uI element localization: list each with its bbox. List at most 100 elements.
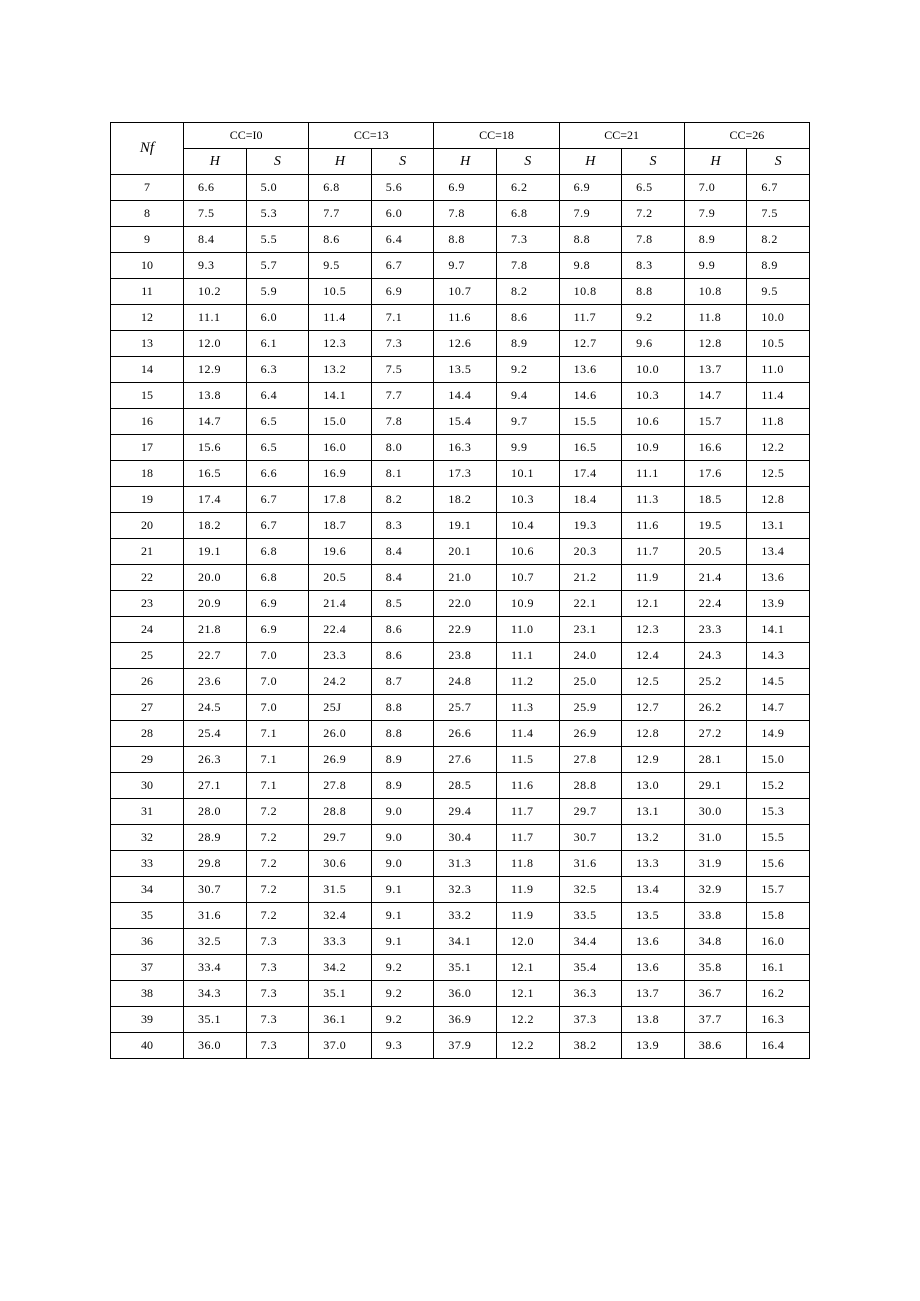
value-cell: 13.5	[622, 903, 685, 929]
value-cell: 25.7	[434, 695, 497, 721]
value-cell: 17.8	[309, 487, 372, 513]
nf-cell: 35	[111, 903, 184, 929]
value-cell: 24.0	[559, 643, 622, 669]
table-row: 3531.67.232.49.133.211.933.513.533.815.8	[111, 903, 810, 929]
value-cell: 6.8	[246, 565, 309, 591]
value-cell: 23.1	[559, 617, 622, 643]
value-cell: 13.7	[622, 981, 685, 1007]
value-cell: 19.5	[684, 513, 747, 539]
value-cell: 13.4	[747, 539, 810, 565]
value-cell: 8.6	[309, 227, 372, 253]
value-cell: 7.1	[371, 305, 434, 331]
value-cell: 24.3	[684, 643, 747, 669]
value-cell: 12.8	[747, 487, 810, 513]
value-cell: 8.3	[371, 513, 434, 539]
table-row: 2623.67.024.28.724.811.225.012.525.214.5	[111, 669, 810, 695]
value-cell: 15.8	[747, 903, 810, 929]
value-cell: 8.7	[371, 669, 434, 695]
nf-cell: 24	[111, 617, 184, 643]
value-cell: 11.0	[496, 617, 559, 643]
value-cell: 35.1	[434, 955, 497, 981]
value-cell: 6.8	[246, 539, 309, 565]
value-cell: 27.1	[184, 773, 247, 799]
value-cell: 22.4	[309, 617, 372, 643]
value-cell: 16.5	[184, 461, 247, 487]
value-cell: 6.0	[371, 201, 434, 227]
value-cell: 18.4	[559, 487, 622, 513]
nf-cell: 36	[111, 929, 184, 955]
value-cell: 25.4	[184, 721, 247, 747]
value-cell: 12.1	[622, 591, 685, 617]
value-cell: 21.2	[559, 565, 622, 591]
nf-cell: 30	[111, 773, 184, 799]
nf-cell: 16	[111, 409, 184, 435]
table-row: 1614.76.515.07.815.49.715.510.615.711.8	[111, 409, 810, 435]
nf-cell: 27	[111, 695, 184, 721]
value-cell: 37.0	[309, 1033, 372, 1059]
value-cell: 15.5	[747, 825, 810, 851]
value-cell: 7.8	[622, 227, 685, 253]
value-cell: 16.0	[747, 929, 810, 955]
value-cell: 34.1	[434, 929, 497, 955]
value-cell: 24.2	[309, 669, 372, 695]
cc-header: CC=18	[434, 123, 559, 149]
value-cell: 19.1	[184, 539, 247, 565]
value-cell: 18.2	[184, 513, 247, 539]
value-cell: 8.9	[747, 253, 810, 279]
nf-cell: 25	[111, 643, 184, 669]
value-cell: 5.9	[246, 279, 309, 305]
value-cell: 29.4	[434, 799, 497, 825]
value-cell: 10.4	[496, 513, 559, 539]
value-cell: 14.7	[747, 695, 810, 721]
value-cell: 20.1	[434, 539, 497, 565]
value-cell: 13.6	[622, 955, 685, 981]
value-cell: 32.3	[434, 877, 497, 903]
value-cell: 11.7	[496, 799, 559, 825]
value-cell: 12.6	[434, 331, 497, 357]
nf-cell: 33	[111, 851, 184, 877]
value-cell: 34.4	[559, 929, 622, 955]
value-cell: 11.1	[184, 305, 247, 331]
h-header: H	[684, 149, 747, 175]
value-cell: 6.0	[246, 305, 309, 331]
value-cell: 33.5	[559, 903, 622, 929]
value-cell: 10.0	[622, 357, 685, 383]
value-cell: 34.8	[684, 929, 747, 955]
value-cell: 7.7	[309, 201, 372, 227]
value-cell: 13.2	[309, 357, 372, 383]
value-cell: 11.8	[496, 851, 559, 877]
value-cell: 20.0	[184, 565, 247, 591]
value-cell: 9.2	[371, 955, 434, 981]
value-cell: 31.6	[184, 903, 247, 929]
nf-cell: 19	[111, 487, 184, 513]
value-cell: 33.4	[184, 955, 247, 981]
value-cell: 14.1	[747, 617, 810, 643]
value-cell: 7.1	[246, 747, 309, 773]
value-cell: 7.0	[246, 643, 309, 669]
value-cell: 8.9	[371, 773, 434, 799]
value-cell: 7.0	[684, 175, 747, 201]
table-row: 2724.57.025J8.825.711.325.912.726.214.7	[111, 695, 810, 721]
table-header: NfCC=I0CC=13CC=18CC=21CC=26HSHSHSHSHS	[111, 123, 810, 175]
value-cell: 8.9	[684, 227, 747, 253]
value-cell: 11.4	[309, 305, 372, 331]
value-cell: 7.0	[246, 669, 309, 695]
value-cell: 5.6	[371, 175, 434, 201]
value-cell: 36.7	[684, 981, 747, 1007]
table-row: 3632.57.333.39.134.112.034.413.634.816.0	[111, 929, 810, 955]
value-cell: 33.3	[309, 929, 372, 955]
value-cell: 12.2	[747, 435, 810, 461]
s-header: S	[496, 149, 559, 175]
value-cell: 8.6	[496, 305, 559, 331]
value-cell: 13.5	[434, 357, 497, 383]
value-cell: 6.6	[246, 461, 309, 487]
value-cell: 27.6	[434, 747, 497, 773]
value-cell: 10.8	[559, 279, 622, 305]
value-cell: 16.3	[434, 435, 497, 461]
s-header: S	[622, 149, 685, 175]
table-row: 1211.16.011.47.111.68.611.79.211.810.0	[111, 305, 810, 331]
value-cell: 7.2	[246, 799, 309, 825]
table-row: 109.35.79.56.79.77.89.88.39.98.9	[111, 253, 810, 279]
value-cell: 12.2	[496, 1007, 559, 1033]
value-cell: 10.7	[496, 565, 559, 591]
